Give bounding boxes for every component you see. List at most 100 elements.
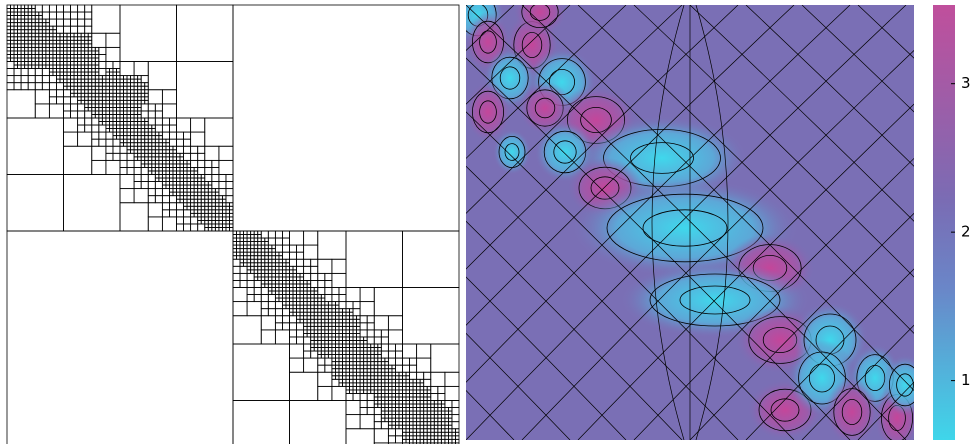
mesh-cell bbox=[41, 22, 47, 27]
mesh-cell bbox=[317, 333, 322, 338]
mesh-cell bbox=[433, 438, 439, 444]
mesh-cell bbox=[119, 159, 128, 168]
mesh-cell bbox=[41, 36, 47, 41]
mesh-cell bbox=[151, 138, 156, 144]
mesh-cell bbox=[264, 258, 269, 264]
mesh-cell bbox=[94, 68, 100, 73]
mesh-cell bbox=[391, 364, 396, 370]
mesh-cell bbox=[356, 315, 361, 320]
mesh-cell bbox=[412, 431, 418, 437]
mesh-cell bbox=[179, 163, 184, 168]
mesh-cell bbox=[176, 216, 184, 225]
mesh-cell bbox=[289, 276, 294, 281]
mesh-cell bbox=[183, 152, 192, 161]
mesh-cell bbox=[94, 61, 100, 66]
mesh-cell bbox=[137, 110, 142, 115]
mesh-cell bbox=[391, 421, 396, 426]
mesh-cell bbox=[391, 424, 396, 430]
mesh-cell bbox=[119, 92, 124, 98]
mesh-cell bbox=[77, 85, 82, 91]
mesh-cell bbox=[380, 400, 386, 405]
mesh-cell bbox=[77, 50, 82, 55]
mesh-cell bbox=[84, 103, 89, 108]
mesh-cell bbox=[239, 244, 244, 250]
mesh-cell bbox=[236, 230, 241, 235]
mesh-cell bbox=[398, 400, 403, 405]
mesh-cell bbox=[377, 350, 382, 355]
mesh-cell bbox=[186, 159, 192, 165]
mesh-cell bbox=[126, 117, 131, 122]
mesh-cell bbox=[338, 350, 343, 355]
mesh-cell bbox=[119, 78, 124, 84]
mesh-cell bbox=[144, 117, 149, 122]
mesh-cell bbox=[133, 78, 139, 84]
mesh-cell bbox=[359, 414, 375, 430]
mesh-cell bbox=[34, 46, 40, 52]
mesh-cell bbox=[109, 114, 114, 119]
mesh-cell bbox=[24, 29, 29, 34]
mesh-cell bbox=[193, 167, 199, 172]
mesh-cell bbox=[402, 385, 407, 391]
mesh-cell bbox=[169, 177, 174, 182]
mesh-cell bbox=[116, 96, 121, 101]
mesh-cell bbox=[282, 315, 290, 324]
mesh-cell bbox=[352, 371, 357, 377]
mesh-cell bbox=[373, 315, 389, 331]
mesh-cell bbox=[335, 343, 340, 348]
mesh-cell bbox=[222, 220, 227, 225]
mesh-cell bbox=[289, 357, 305, 373]
mesh-cell bbox=[359, 354, 365, 359]
mesh-cell bbox=[327, 308, 333, 313]
mesh-cell bbox=[41, 68, 50, 77]
mesh-cell bbox=[444, 407, 449, 412]
mesh-cell bbox=[73, 78, 79, 84]
mesh-cell bbox=[402, 414, 407, 419]
mesh-cell bbox=[6, 54, 11, 59]
mesh-cell bbox=[59, 57, 64, 62]
mesh-cell bbox=[356, 318, 361, 324]
mesh-cell bbox=[165, 159, 170, 165]
mesh-cell bbox=[243, 258, 248, 264]
mesh-cell bbox=[349, 340, 354, 345]
mesh-cell bbox=[292, 272, 297, 278]
mesh-cell bbox=[144, 163, 149, 168]
mesh-cell bbox=[303, 357, 319, 373]
mesh-cell bbox=[303, 308, 308, 313]
mesh-cell bbox=[130, 75, 135, 80]
mesh-cell bbox=[409, 407, 414, 412]
mesh-cell bbox=[303, 272, 312, 281]
mesh-cell bbox=[94, 85, 100, 91]
mesh-cell bbox=[119, 89, 124, 94]
mesh-cell bbox=[45, 22, 50, 27]
mesh-cell bbox=[73, 54, 79, 59]
mesh-cell bbox=[161, 145, 167, 151]
mesh-cell bbox=[416, 442, 421, 444]
mesh-cell bbox=[324, 357, 333, 366]
mesh-cell bbox=[366, 382, 372, 387]
mesh-cell bbox=[387, 424, 393, 430]
mesh-cell bbox=[73, 50, 79, 55]
mesh-cell bbox=[34, 4, 43, 13]
mesh-cell bbox=[444, 435, 449, 440]
mesh-cell bbox=[310, 280, 319, 288]
mesh-cell bbox=[260, 237, 266, 242]
mesh-cell bbox=[313, 301, 319, 306]
mesh-cell bbox=[10, 54, 15, 59]
mesh-cell bbox=[98, 82, 103, 87]
mesh-cell bbox=[151, 163, 156, 168]
mesh-cell bbox=[282, 301, 287, 306]
mesh-cell bbox=[359, 385, 365, 391]
mesh-cell bbox=[306, 318, 312, 324]
mesh-cell bbox=[335, 329, 340, 334]
mesh-cell bbox=[455, 442, 460, 444]
mesh-cell bbox=[345, 378, 350, 384]
mesh-cell bbox=[101, 99, 107, 105]
mesh-cell bbox=[405, 403, 410, 408]
mesh-cell bbox=[101, 107, 107, 112]
mesh-cell bbox=[101, 92, 107, 98]
mesh-cell bbox=[282, 297, 287, 303]
mesh-cell bbox=[387, 315, 403, 331]
mesh-cell bbox=[70, 68, 75, 73]
mesh-cell bbox=[126, 103, 131, 108]
mesh-cell bbox=[158, 138, 163, 144]
